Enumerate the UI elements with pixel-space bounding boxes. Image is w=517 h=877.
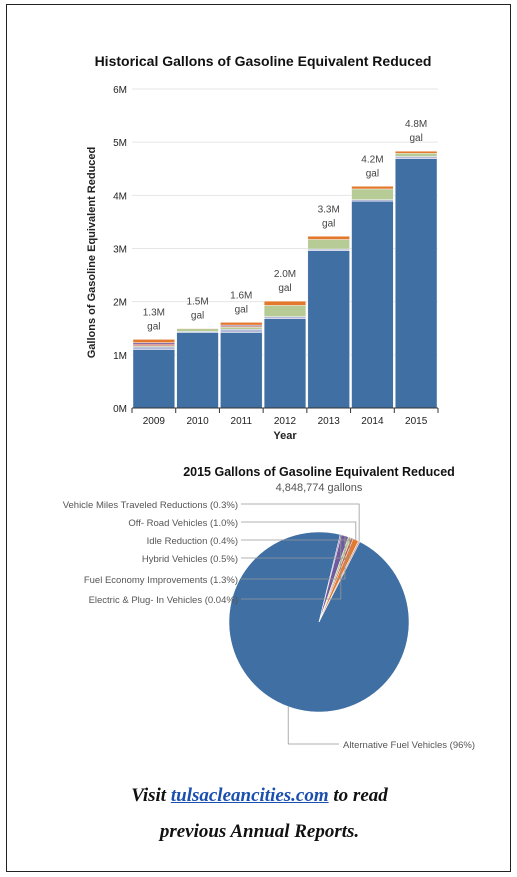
bar-segment [307,236,350,240]
bar-total-label: 4.8M [405,119,427,130]
bar-total-label: 2.0M [274,269,296,280]
x-tick-label: 2010 [186,416,209,427]
y-tick-label: 6M [113,85,127,96]
pie-slice-label: Vehicle Miles Traveled Reductions (0.3%) [63,500,238,511]
y-tick-label: 4M [113,191,127,202]
bar-segment [307,250,350,409]
x-tick-label: 2011 [231,416,253,427]
footer-line2-text: previous Annual Reports. [159,821,360,842]
footer-note: Visit tulsacleancities.com to read previ… [7,778,512,850]
bar-segment [395,151,438,154]
bar-segment [263,300,307,306]
historical-bar-chart: Historical Gallons of Gasoline Equivalen… [86,53,439,442]
bar-total-unit: gal [235,304,248,315]
bar-total-label: 1.5M [186,296,208,307]
bar-segment [351,200,394,409]
bar-total-unit: gal [191,310,204,321]
tulsacleancities-link[interactable]: tulsacleancities.com [170,785,329,806]
pie-leader-line [241,503,360,542]
report-panel: Historical Gallons of Gasoline Equivalen… [6,4,511,872]
bar-total-unit: gal [278,283,291,294]
footer-visit-text: Visit [131,785,171,806]
y-tick-label: 3M [113,245,127,256]
pie-slice-label: Hybrid Vehicles (0.5%) [142,554,238,565]
bar-total-label: 1.3M [143,307,165,318]
footer-rest-text: to read [328,785,388,806]
bar-segment [351,186,394,190]
pie-leader-line [241,534,342,600]
bar-total-unit: gal [366,168,379,179]
pie-leader-line [241,535,346,580]
bar-total-unit: gal [147,321,160,332]
x-tick-label: 2013 [318,416,341,427]
bar-total-unit: gal [409,133,422,144]
pie-slice-label: Off- Road Vehicles (1.0%) [128,518,238,529]
pie-slice-label: Idle Reduction (0.4%) [147,536,238,547]
bar-total-label: 1.6M [230,290,252,301]
pie-leader-line [241,521,357,540]
x-tick-label: 2009 [143,416,166,427]
pie-slice-label: Electric & Plug- In Vehicles (0.04%) [89,595,238,606]
bar-total-label: 3.3M [318,204,340,215]
bar-segment [220,322,263,326]
bar-segment [132,339,175,343]
bar-chart-title: Historical Gallons of Gasoline Equivalen… [95,53,432,69]
bar-segment [176,328,219,329]
bar-segment [132,349,175,409]
y-tick-label: 0M [113,404,127,415]
y-tick-label: 2M [113,298,127,309]
bar-total-unit: gal [322,218,335,229]
pie-slice-label: Alternative Fuel Vehicles (96%) [343,740,475,751]
pie-chart-title: 2015 Gallons of Gasoline Equivalent Redu… [183,465,455,479]
y-tick-label: 1M [113,351,127,362]
pie-slice-label: Fuel Economy Improvements (1.3%) [84,575,238,586]
x-tick-label: 2014 [361,416,384,427]
y-axis-title: Gallons of Gasoline Equivalent Reduced [86,147,98,359]
bar-total-label: 4.2M [361,154,383,165]
y-tick-label: 5M [113,138,127,149]
x-axis-title: Year [273,430,297,442]
pie-chart-2015: 2015 Gallons of Gasoline Equivalent Redu… [63,465,475,751]
x-tick-label: 2015 [405,416,428,427]
pie-chart-subtitle: 4,848,774 gallons [276,482,363,494]
pie-leader-line [287,706,339,745]
x-tick-label: 2012 [274,416,297,427]
pie-leader-line [241,538,353,541]
bar-segment [263,318,307,409]
pie-leader-line [241,537,351,559]
